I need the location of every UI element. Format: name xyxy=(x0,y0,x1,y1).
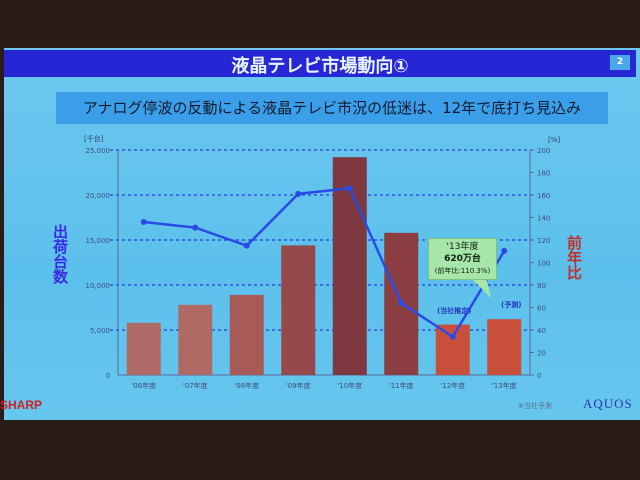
bar-6 xyxy=(435,324,470,375)
x-tick-label: '11年度 xyxy=(389,381,414,390)
right-tick-label: 180 xyxy=(537,170,550,178)
x-tick-label: '06年度 xyxy=(131,381,156,390)
yoy-line xyxy=(143,186,506,339)
aquos-logo: AQUOS xyxy=(583,396,633,411)
callout-yoy: (前年比:110.3%) xyxy=(434,267,491,275)
left-tick-label: 20,000 xyxy=(86,192,111,200)
right-tick-label: 60 xyxy=(537,305,546,313)
yoy-point-2 xyxy=(243,242,250,249)
callout-pointer xyxy=(470,277,491,298)
bar-3 xyxy=(281,245,316,375)
yoy-point-4 xyxy=(346,185,353,192)
bar-0 xyxy=(126,322,161,375)
yoy-point-5 xyxy=(398,300,405,306)
title-bar: 液晶テレビ市場動向① 2 xyxy=(4,50,636,77)
callout-2013: '13年度 620万台 (前年比:110.3%) xyxy=(428,238,497,280)
right-axis-label: 前年比 xyxy=(565,235,583,280)
slide: 液晶テレビ市場動向① 2 アナログ停波の反動による液晶テレビ市況の低迷は、12年… xyxy=(4,48,640,420)
callout-year: '13年度 xyxy=(446,242,479,252)
x-tick-label: '09年度 xyxy=(286,381,311,390)
slide-subtitle: アナログ停波の反動による液晶テレビ市況の低迷は、12年で底打ち見込み xyxy=(56,92,608,124)
yoy-point-0 xyxy=(140,219,147,225)
left-tick-label: 10,000 xyxy=(86,282,111,290)
yoy-point-6 xyxy=(449,333,456,340)
estimate-note: (当社推定) xyxy=(437,307,472,315)
forecast-note: (予測) xyxy=(501,301,522,309)
page-number: 2 xyxy=(610,55,630,70)
right-tick-label: 120 xyxy=(537,237,550,245)
yoy-point-7 xyxy=(501,247,508,254)
right-tick-label: 40 xyxy=(537,327,546,335)
sharp-logo: SHARP xyxy=(0,398,43,412)
right-tick-label: 80 xyxy=(537,282,546,290)
x-tick-label: '07年度 xyxy=(183,381,208,390)
left-tick-label: 15,000 xyxy=(86,237,111,245)
x-tick-label: '10年度 xyxy=(337,381,362,390)
right-tick-label: 160 xyxy=(537,192,550,200)
yoy-point-3 xyxy=(295,190,302,197)
bar-4 xyxy=(332,157,367,375)
x-tick-label: '13年度 xyxy=(492,381,517,390)
left-axis-unit: [千台] xyxy=(84,135,104,143)
bar-7 xyxy=(487,319,522,375)
right-tick-label: 100 xyxy=(537,260,550,268)
bar-2 xyxy=(229,294,264,375)
footnote: ※当社予測 xyxy=(518,402,552,410)
x-tick-label: '12年度 xyxy=(440,381,465,390)
left-axis-label: 出荷台数 xyxy=(51,224,69,284)
right-tick-label: 200 xyxy=(537,147,550,155)
yoy-point-1 xyxy=(192,224,199,231)
slide-title: 液晶テレビ市場動向① xyxy=(231,56,409,77)
left-tick-label: 0 xyxy=(106,372,110,380)
bar-1 xyxy=(178,304,213,375)
right-tick-label: 20 xyxy=(537,350,546,358)
right-axis-unit: [%] xyxy=(548,136,561,144)
left-tick-label: 25,000 xyxy=(86,147,111,155)
x-tick-label: '08年度 xyxy=(234,381,259,390)
callout-units: 620万台 xyxy=(444,254,481,264)
right-tick-label: 140 xyxy=(537,215,550,223)
left-tick-label: 5,000 xyxy=(90,327,110,335)
right-tick-label: 0 xyxy=(537,372,541,380)
